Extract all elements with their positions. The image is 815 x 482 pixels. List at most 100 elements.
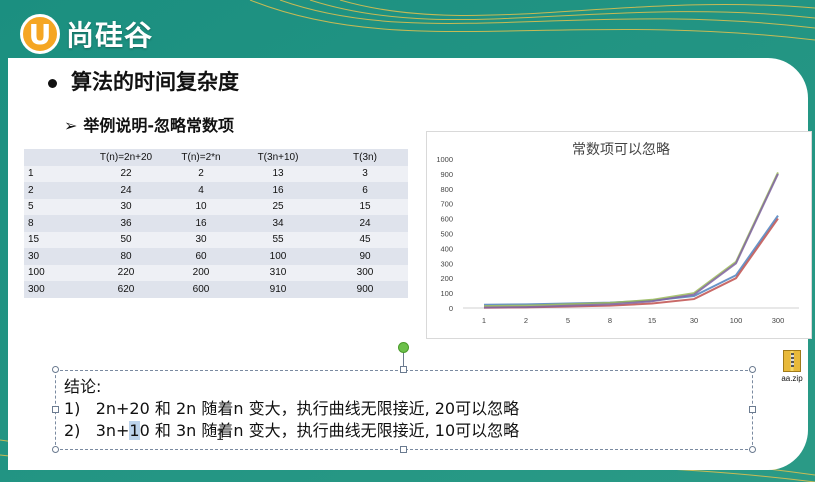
resize-handle-br[interactable]: [749, 446, 756, 453]
text-selection: 1: [129, 421, 140, 440]
slide-subtitle-text: 举例说明-忽略常数项: [83, 116, 235, 135]
y-tick-label: 900: [440, 170, 453, 179]
resize-handle-tr[interactable]: [749, 366, 756, 373]
x-axis: 1 2 5 8 15 30 100 300: [463, 307, 799, 325]
table-cell: 55: [272, 234, 284, 246]
y-axis: 0 100 200 300 400 500 600 700 800 900 1000: [436, 155, 453, 313]
resize-handle-l[interactable]: [52, 406, 59, 413]
table-row: 100 220 200 310 300: [24, 264, 408, 281]
table-cell: 220: [117, 267, 135, 279]
table-cell: 3: [362, 168, 368, 180]
slide-subtitle: ➢ 举例说明-忽略常数项: [64, 112, 234, 136]
resize-handle-b[interactable]: [400, 446, 407, 453]
table-cell: 15: [359, 201, 371, 213]
x-tick-label: 2: [524, 316, 528, 325]
table-row: 8 36 16 34 24: [24, 215, 408, 232]
table-cell: 300: [28, 283, 45, 295]
series-line-1: [483, 215, 779, 306]
table-cell: 2: [198, 168, 204, 180]
table-cell: 5: [28, 201, 34, 213]
item-number: 1): [64, 399, 81, 418]
text-cursor-icon: I: [216, 428, 225, 444]
table-cell: 30: [28, 250, 40, 262]
conclusion-item-2: 2) 3n+10 和 3n 随着n 变大，执行曲线无限接近, 10可以忽略: [64, 420, 519, 442]
table-row: 15 50 30 55 45: [24, 231, 408, 248]
logo-u-icon: U: [20, 14, 60, 54]
table-cell: 300: [356, 267, 374, 279]
table-row: 30 80 60 100 90: [24, 248, 408, 265]
series-line-4: [483, 173, 779, 309]
resize-handle-t[interactable]: [400, 366, 407, 373]
table-cell: 24: [359, 217, 371, 229]
y-tick-label: 800: [440, 185, 453, 194]
table-cell: 80: [120, 250, 132, 262]
table-cell: 24: [120, 184, 132, 196]
table-cell: 310: [269, 267, 287, 279]
logo-text: 尚硅谷: [66, 19, 154, 52]
table-cell: 34: [272, 217, 284, 229]
y-tick-label: 200: [440, 274, 453, 283]
resize-handle-tl[interactable]: [52, 366, 59, 373]
rotation-handle[interactable]: [398, 342, 409, 353]
x-tick-label: 15: [648, 316, 656, 325]
table-cell: 25: [272, 201, 284, 213]
chart-title: 常数项可以忽略: [572, 141, 670, 157]
table-cell: 36: [120, 217, 132, 229]
y-tick-label: 100: [440, 289, 453, 298]
table-cell: 90: [359, 250, 371, 262]
table-cell: 15: [28, 234, 40, 246]
y-tick-label: 400: [440, 244, 453, 253]
table-header-cell: T(3n+10): [257, 151, 299, 163]
desktop-file-label: aa.zip: [781, 374, 803, 383]
series-line-3: [483, 171, 779, 308]
y-tick-label: 1000: [436, 155, 453, 164]
conclusion-text[interactable]: 结论: 1) 2n+20 和 2n 随着n 变大，执行曲线无限接近, 20可以忽…: [64, 376, 519, 442]
y-tick-label: 500: [440, 230, 453, 239]
item-text-pre: 3n+: [95, 421, 130, 440]
desktop-file[interactable]: aa.zip: [779, 350, 805, 383]
line-chart-svg: 常数项可以忽略 01002003004005006007008009001000…: [436, 141, 799, 325]
x-tick-label: 5: [566, 316, 570, 325]
table-header-cell: T(3n): [353, 151, 377, 163]
table-cell: 1: [28, 168, 34, 180]
table-cell: 45: [359, 234, 371, 246]
table-cell: 900: [356, 283, 374, 295]
table-cell: 60: [195, 250, 207, 262]
table-row: 1 22 2 13 3: [24, 165, 408, 182]
data-table: T(n)=2n+20 T(n)=2*n T(3n+10) T(3n) 1 2 2 …: [24, 149, 408, 298]
arrow-bullet-icon: ➢: [64, 116, 78, 135]
table-cell: 13: [272, 168, 284, 180]
y-tick-label: 0: [449, 304, 453, 313]
y-tick-label: 300: [440, 259, 453, 268]
table-cell: 16: [272, 184, 284, 196]
table-cell: 600: [192, 283, 210, 295]
item-number: 2): [64, 421, 81, 440]
table-header-cell: T(n)=2*n: [181, 151, 221, 163]
table-cell: 6: [362, 184, 368, 196]
resize-handle-bl[interactable]: [52, 446, 59, 453]
line-chart[interactable]: 常数项可以忽略 0 100 200 300 400 500 600 700 800 900 1000…: [426, 131, 812, 339]
brand-logo: U 尚硅谷: [20, 10, 153, 58]
rotation-handle-stem: [403, 352, 404, 370]
x-tick-label: 300: [772, 316, 785, 325]
x-tick-label: 1: [482, 316, 486, 325]
x-tick-label: 8: [608, 316, 612, 325]
table-row: 2 24 4 16 6: [24, 182, 408, 199]
conclusion-heading: 结论:: [64, 377, 102, 396]
table-cell: 30: [120, 201, 132, 213]
slide-title: 算法的时间复杂度: [48, 66, 239, 96]
table-cell: 16: [195, 217, 207, 229]
slide-title-text: 算法的时间复杂度: [71, 70, 239, 94]
table-cell: 30: [195, 234, 207, 246]
table-cell: 10: [195, 201, 207, 213]
table-header-row: T(n)=2n+20 T(n)=2*n T(3n+10) T(3n): [24, 149, 408, 166]
resize-handle-r[interactable]: [749, 406, 756, 413]
bullet-icon: [48, 78, 57, 88]
table-cell: 50: [120, 234, 132, 246]
table-header-cell: T(n)=2n+20: [99, 151, 153, 163]
y-tick-label: 600: [440, 215, 453, 224]
table-cell: 4: [198, 184, 204, 196]
conclusion-item-1: 1) 2n+20 和 2n 随着n 变大，执行曲线无限接近, 20可以忽略: [64, 398, 519, 420]
table-cell: 200: [192, 267, 210, 279]
item-text: 2n+20 和 2n 随着n 变大，执行曲线无限接近, 20可以忽略: [95, 399, 520, 418]
